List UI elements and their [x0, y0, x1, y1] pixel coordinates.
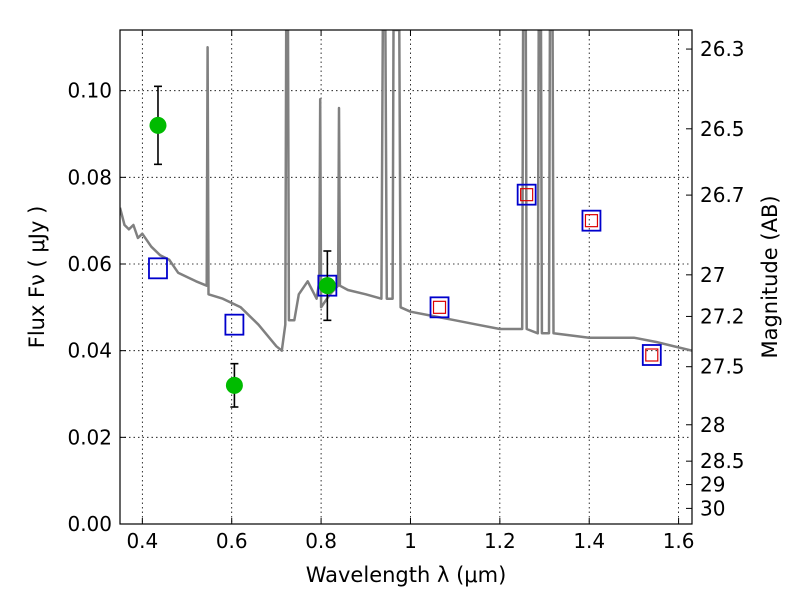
plot-frame	[119, 29, 693, 525]
y-tick-label: 0.06	[67, 252, 112, 276]
mag-tick-label: 27	[700, 263, 725, 287]
model-square-red	[584, 214, 599, 228]
x-tick-label: 0.8	[305, 529, 337, 553]
y2-axis-label: Magnitude (AB)	[758, 195, 782, 358]
mag-tick-label: 26.3	[700, 37, 745, 61]
y-tick-label: 0.10	[67, 79, 112, 103]
y-tick-label: 0.00	[67, 512, 112, 536]
y-axis: 0.00 0.02 0.04 0.06 0.08 0.10	[67, 79, 126, 536]
mag-tick-label: 29	[700, 473, 725, 497]
mag-tick-label: 26.7	[700, 183, 745, 207]
model-square-blue	[224, 313, 245, 336]
mag-tick-label: 27.2	[700, 304, 745, 328]
model-square-red	[520, 188, 534, 202]
x-tick-label: 1.6	[663, 529, 695, 553]
model-square-blue	[148, 257, 168, 280]
x-tick-label: 1	[404, 529, 417, 553]
mag-tick-label: 30	[700, 496, 725, 520]
model-square-blue	[581, 209, 602, 232]
model-square-red	[645, 348, 659, 362]
x-axis-label: Wavelength λ (μm)	[306, 563, 507, 587]
x-tick-label: 0.6	[216, 529, 248, 553]
x-tick-label: 0.4	[126, 529, 158, 553]
observed-point	[318, 277, 336, 295]
model-square-blue	[429, 296, 450, 319]
mag-tick-label: 26.5	[700, 117, 745, 141]
mag-tick-label: 27.5	[700, 355, 745, 379]
y-tick-label: 0.04	[67, 339, 112, 363]
x-tick-label: 1.2	[484, 529, 516, 553]
observed-point	[149, 116, 167, 134]
x-tick-label: 1.4	[573, 529, 605, 553]
marker-layer	[148, 85, 662, 408]
model-square-red	[432, 300, 447, 314]
y-tick-label: 0.02	[67, 425, 112, 449]
y-axis-label: Flux Fν ( μJy )	[25, 206, 49, 349]
model-square-blue	[516, 183, 537, 206]
mag-tick-label: 28	[700, 413, 725, 437]
sed-template-line	[120, 30, 692, 352]
y-tick-label: 0.08	[67, 165, 112, 189]
model-square-blue	[641, 344, 662, 366]
x-axis: 0.4 0.6 0.8 1 1.2 1.4 1.6	[126, 30, 695, 553]
mag-tick-label: 28.5	[700, 449, 745, 473]
observed-point	[225, 376, 243, 394]
sed-line-layer	[120, 30, 692, 352]
